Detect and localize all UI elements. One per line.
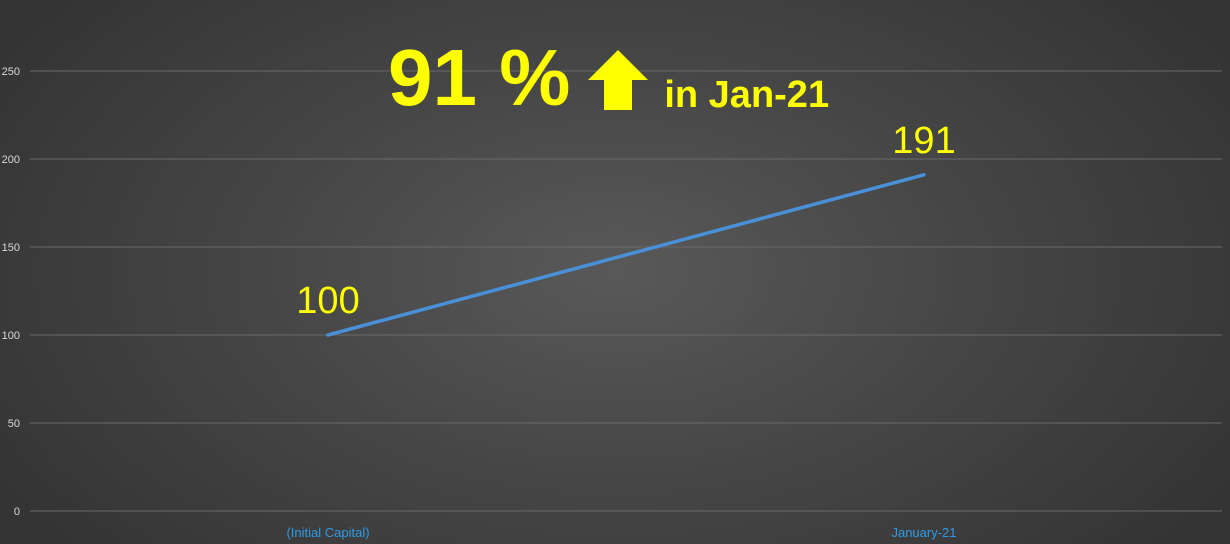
y-tick-label: 200 [2,154,20,166]
data-labels: 100 191 [296,120,955,322]
y-tick-label: 50 [8,418,20,430]
series-lines [326,173,926,337]
headline-suffix: in Jan-21 [664,74,830,116]
x-axis-ticks: (Initial Capital) January-21 [286,525,956,540]
y-axis-ticks: 0 50 100 150 200 250 [2,66,20,518]
data-label: 191 [892,120,955,162]
y-tick-label: 250 [2,66,20,78]
x-tick-label: January-21 [891,525,956,540]
headline-value: 91 % [388,33,571,122]
y-tick-label: 0 [14,506,20,518]
headline: 91 % in Jan-21 [388,28,829,118]
gridlines [30,70,1222,512]
data-label: 100 [296,280,359,322]
y-tick-label: 150 [2,242,20,254]
up-arrow-icon [586,48,650,112]
y-tick-label: 100 [2,330,20,342]
series-line [326,173,926,337]
x-tick-label: (Initial Capital) [286,525,369,540]
